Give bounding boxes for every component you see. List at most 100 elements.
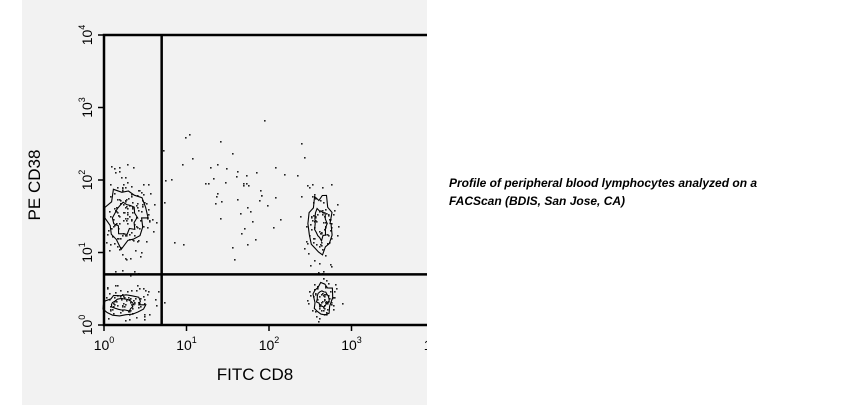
event-dot xyxy=(146,203,148,205)
event-dot xyxy=(232,247,234,249)
event-dot xyxy=(325,255,327,257)
event-dot xyxy=(317,214,319,216)
event-dot xyxy=(309,187,311,189)
event-dot xyxy=(144,314,146,316)
event-dot xyxy=(117,199,119,201)
event-dot xyxy=(324,296,326,298)
x-tick-label: 100 xyxy=(94,335,115,353)
event-dot xyxy=(119,223,121,225)
event-dot xyxy=(319,296,321,298)
event-dot xyxy=(110,306,112,308)
event-dot xyxy=(137,285,139,287)
event-dot xyxy=(189,134,191,136)
event-dot xyxy=(333,305,335,307)
event-dot xyxy=(127,182,129,184)
event-dot xyxy=(323,271,325,273)
event-dot xyxy=(165,180,167,182)
event-dot xyxy=(315,294,317,296)
event-dot xyxy=(143,226,145,228)
event-dot xyxy=(247,207,249,209)
event-dot xyxy=(129,234,131,236)
event-dot xyxy=(113,303,115,305)
event-dot xyxy=(142,204,144,206)
event-dot xyxy=(321,245,323,247)
event-dot xyxy=(171,179,173,181)
event-dot xyxy=(131,186,133,188)
density-contour xyxy=(111,201,139,236)
event-dot xyxy=(321,232,323,234)
event-dot xyxy=(342,303,344,305)
event-dot xyxy=(237,171,239,173)
event-dot xyxy=(226,168,228,170)
event-dot xyxy=(130,302,132,304)
event-dot xyxy=(143,296,145,298)
event-dot xyxy=(123,303,125,305)
event-dot xyxy=(114,243,116,245)
event-dot xyxy=(132,208,134,210)
event-dot xyxy=(252,221,254,223)
y-tick-label: 102 xyxy=(77,170,95,191)
y-tick-label: 101 xyxy=(77,242,95,263)
event-dot xyxy=(131,194,133,196)
event-dot xyxy=(310,265,312,267)
event-dot xyxy=(139,190,141,192)
event-dot xyxy=(329,298,331,300)
event-dot xyxy=(330,230,332,232)
event-dot xyxy=(247,244,249,246)
event-dot xyxy=(321,242,323,244)
event-dot xyxy=(307,300,309,302)
event-dot xyxy=(182,164,184,166)
event-dot xyxy=(117,187,119,189)
event-dot xyxy=(220,141,222,143)
event-dot xyxy=(156,222,158,224)
event-dot xyxy=(328,214,330,216)
event-dot xyxy=(312,220,314,222)
event-dot xyxy=(139,288,141,290)
event-dot xyxy=(107,287,109,289)
event-dot xyxy=(131,219,133,221)
event-dot xyxy=(323,295,325,297)
event-dot xyxy=(149,220,151,222)
event-dot xyxy=(237,199,239,201)
event-dot xyxy=(333,297,335,299)
event-dot xyxy=(119,199,121,201)
event-dot xyxy=(333,309,335,311)
event-dot xyxy=(308,253,310,255)
event-dot xyxy=(310,224,312,226)
event-dot xyxy=(314,238,316,240)
event-dot xyxy=(129,319,131,321)
event-dot xyxy=(127,208,129,210)
density-contour xyxy=(314,207,329,243)
event-dot xyxy=(319,263,321,265)
event-dot xyxy=(325,209,327,211)
event-dot xyxy=(111,166,113,168)
event-dot xyxy=(325,294,327,296)
event-dot xyxy=(326,301,328,303)
event-dot xyxy=(121,177,123,179)
event-dot xyxy=(133,300,135,302)
event-dot xyxy=(122,190,124,192)
event-dot xyxy=(337,204,339,206)
event-dot xyxy=(152,219,154,221)
event-dot xyxy=(208,183,210,185)
event-dot xyxy=(135,250,137,252)
event-dot xyxy=(260,190,262,192)
event-dot xyxy=(327,234,329,236)
event-dot xyxy=(106,242,108,244)
event-dot xyxy=(114,193,116,195)
flow-cytometry-plot: 100 101 102 103 104 100 101 102 103 104 FITC CD8… xyxy=(22,0,427,405)
event-dot xyxy=(130,258,132,260)
event-dot xyxy=(140,298,142,300)
event-dot xyxy=(121,299,123,301)
event-dot xyxy=(328,235,330,237)
event-dot xyxy=(138,190,140,192)
event-dot xyxy=(331,302,333,304)
event-dot xyxy=(138,240,140,242)
event-dot xyxy=(120,296,122,298)
event-dot xyxy=(122,235,124,237)
event-dot xyxy=(127,212,129,214)
event-dot xyxy=(132,202,134,204)
event-dot xyxy=(174,242,176,244)
event-dot xyxy=(307,243,309,245)
event-dot xyxy=(155,299,157,301)
